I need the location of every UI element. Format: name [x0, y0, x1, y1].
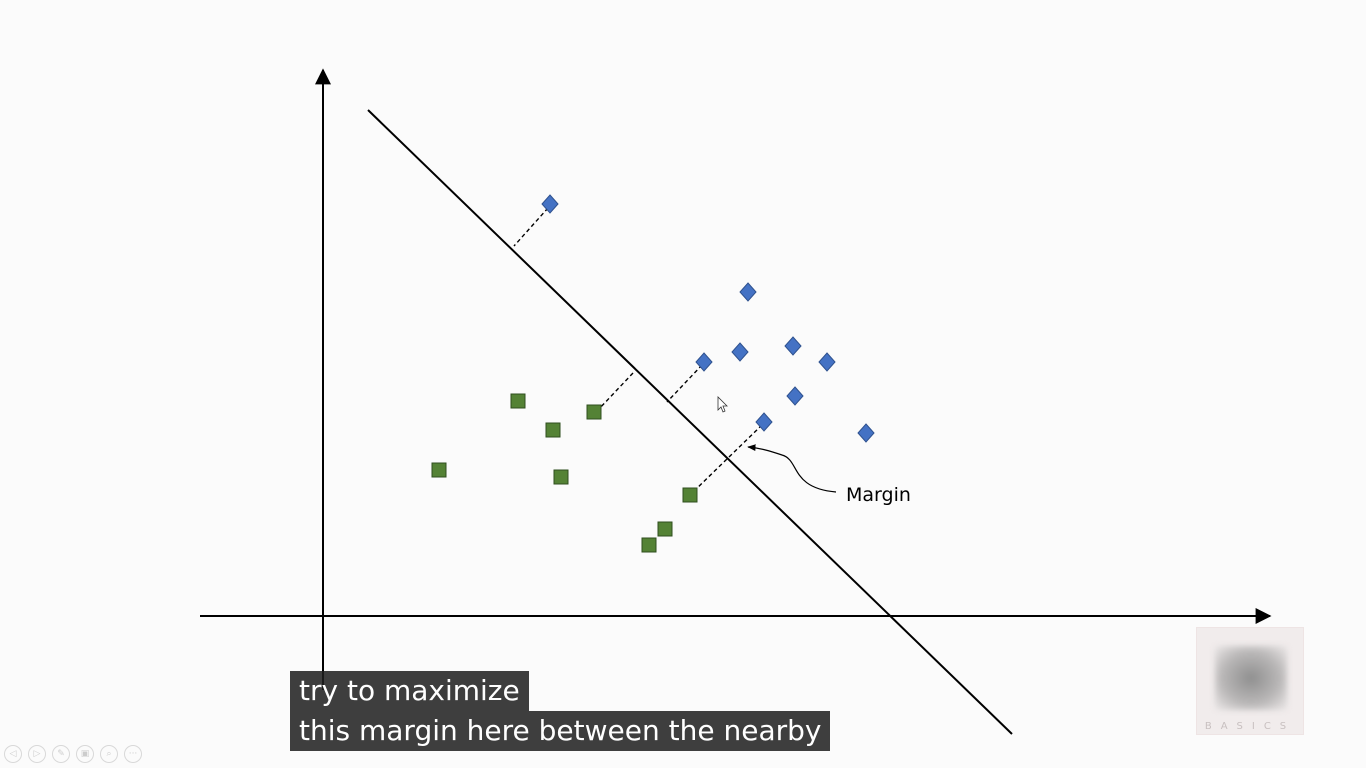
subtitle-line-2: this margin here between the nearby	[290, 711, 831, 751]
class-b-square-point	[431, 462, 447, 478]
next-icon[interactable]: ▷	[28, 745, 46, 763]
previous-icon[interactable]: ◁	[4, 745, 22, 763]
class-a-diamond-point	[755, 412, 773, 432]
margin-label: Margin	[846, 484, 911, 506]
class-a-points	[541, 194, 875, 443]
slides-icon[interactable]: ▣	[76, 745, 94, 763]
class-b-square-point	[586, 404, 602, 420]
logo-image	[1215, 646, 1287, 710]
subtitle-line-1: try to maximize	[290, 671, 529, 711]
class-a-diamond-point	[786, 386, 804, 406]
margin-callout-arrow	[747, 444, 837, 493]
class-a-diamond-point	[739, 282, 757, 302]
class-b-points	[431, 393, 698, 553]
class-a-diamond-point	[818, 352, 836, 372]
margin-distance-line	[666, 364, 703, 403]
channel-logo-watermark: BASICS	[1196, 627, 1304, 735]
class-a-diamond-point	[857, 423, 875, 443]
pen-icon[interactable]: ✎	[52, 745, 70, 763]
decision-boundary	[367, 109, 1013, 735]
class-b-square-point	[545, 422, 561, 438]
logo-text: BASICS	[1204, 721, 1296, 732]
margin-distance-line	[513, 207, 549, 247]
margin-distance-line	[691, 424, 763, 494]
margin-distance-line	[597, 372, 634, 411]
presentation-controls: ◁ ▷ ✎ ▣ ⌕ ···	[4, 745, 142, 765]
class-b-square-point	[682, 487, 698, 503]
class-b-square-point	[553, 469, 569, 485]
zoom-icon[interactable]: ⌕	[100, 745, 118, 763]
class-b-square-point	[510, 393, 526, 409]
mouse-cursor-icon	[717, 396, 728, 413]
class-b-square-point	[641, 537, 657, 553]
more-icon[interactable]: ···	[124, 745, 142, 763]
class-a-diamond-point	[541, 194, 559, 214]
class-a-diamond-point	[695, 352, 713, 372]
class-b-square-point	[657, 521, 673, 537]
class-a-diamond-point	[731, 342, 749, 362]
class-a-diamond-point	[784, 336, 802, 356]
